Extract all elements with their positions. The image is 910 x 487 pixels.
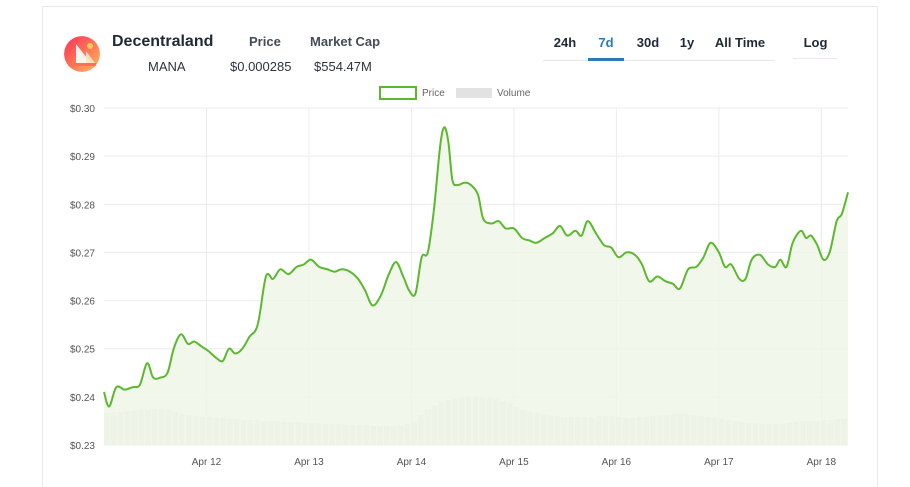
- price-label: Price: [249, 34, 281, 49]
- tab-24h[interactable]: 24h: [553, 35, 577, 50]
- decentraland-logo: [64, 36, 100, 72]
- tab-all-time[interactable]: All Time: [714, 35, 766, 50]
- timeframe-tabs: 24h 7d 30d 1y All Time: [543, 28, 775, 61]
- coin-symbol: MANA: [148, 59, 186, 74]
- tab-1y[interactable]: 1y: [679, 35, 695, 50]
- log-scale-button[interactable]: Log: [793, 28, 838, 59]
- coin-name: Decentraland: [112, 33, 214, 50]
- tab-30d[interactable]: 30d: [636, 35, 660, 50]
- price-value: $0.000285: [230, 59, 292, 74]
- tab-7d[interactable]: 7d: [588, 28, 624, 61]
- market-cap-value: $554.47M: [314, 59, 372, 74]
- chart-card: [42, 6, 878, 487]
- market-cap-label: Market Cap: [310, 34, 381, 49]
